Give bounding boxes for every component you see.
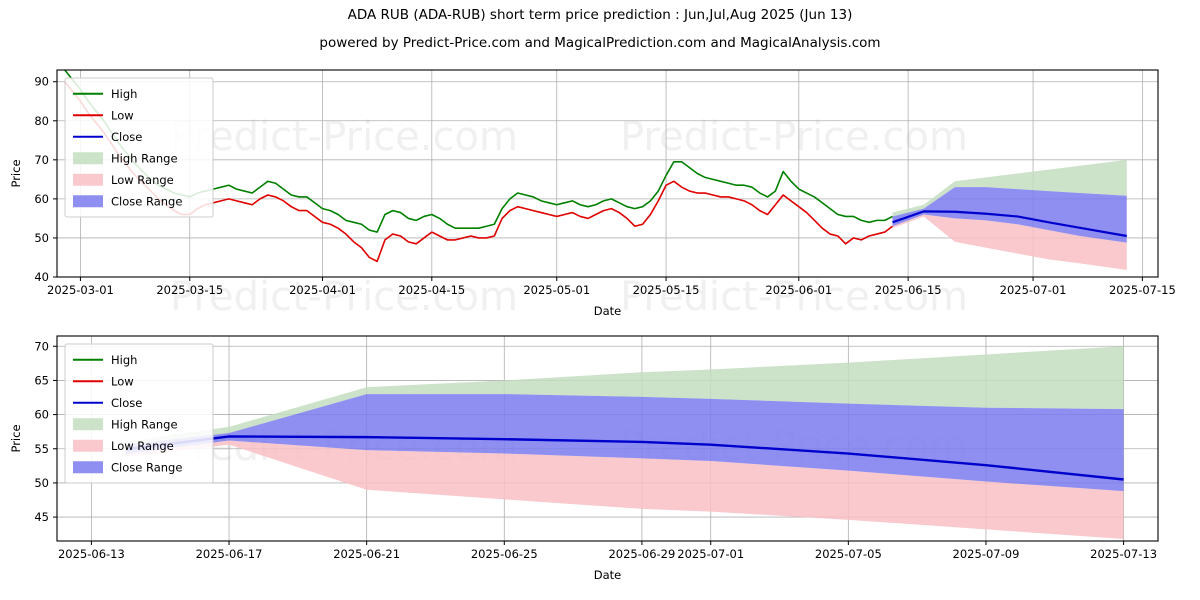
bottom-legend-label: High Range [111, 417, 178, 431]
bottom-xtick-label: 2025-06-17 [196, 547, 263, 561]
top-legend-swatch-band [73, 173, 103, 186]
bottom-xtick-label: 2025-07-01 [677, 547, 744, 561]
bottom-line-close [125, 435, 1124, 481]
top-legend-item[interactable]: Low Range [73, 173, 174, 187]
top-xtick-label: 2025-06-01 [765, 283, 832, 297]
top-axis-frame [56, 69, 1159, 278]
top-ytick-label: 40 [34, 270, 49, 284]
top-xtick-label: 2025-03-15 [156, 283, 223, 297]
top-ytick-label: 50 [34, 231, 49, 245]
top-ylabel: Price [9, 159, 23, 187]
top-low-range-band [892, 214, 1127, 270]
top-legend-swatch-band [73, 152, 103, 165]
top-legend-swatch-band [73, 195, 103, 208]
top-chart: 40 50 60 70 80 90 2025-03-01 2025-03-15 2025-04-… [9, 69, 1176, 318]
bottom-xtick-label: 2025-07-09 [953, 547, 1020, 561]
bottom-legend-label: Low [111, 374, 134, 388]
top-high-range-band [892, 159, 1127, 217]
top-xtick-label: 2025-06-15 [875, 283, 942, 297]
top-legend-item[interactable]: Low [73, 108, 134, 122]
top-xtick-label: 2025-07-01 [1000, 283, 1067, 297]
watermark-label: Predict-Price.com [170, 274, 518, 320]
top-xtick-label: 2025-05-15 [633, 283, 700, 297]
bottom-xtick-label: 2025-07-05 [815, 547, 882, 561]
bottom-xtick-label: 2025-07-13 [1090, 547, 1157, 561]
bottom-ylabel: Price [9, 424, 23, 452]
bottom-ytick-label: 55 [34, 442, 49, 456]
top-legend: High Low Close High Range Low Range Close Ran… [64, 77, 214, 218]
top-legend-item[interactable]: Close Range [73, 194, 182, 208]
bottom-legend-swatch-band [73, 418, 103, 431]
bottom-ytick-label: 45 [34, 510, 49, 524]
bottom-high-range-band [125, 346, 1124, 445]
title-block: ADA RUB (ADA-RUB) short term price predi… [0, 5, 1200, 53]
top-xtick-label: 2025-03-01 [47, 283, 114, 297]
bottom-xtick-label: 2025-06-29 [608, 547, 675, 561]
top-legend-label: Low [111, 108, 134, 122]
bottom-ytick-label: 70 [34, 339, 49, 353]
top-xtick-label: 2025-04-15 [398, 283, 465, 297]
top-legend-item[interactable]: High [73, 87, 137, 101]
bottom-xlabel: Date [594, 568, 622, 582]
bottom-legend-label: Close [111, 396, 142, 410]
bottom-xtick-label: 2025-06-13 [58, 547, 125, 561]
top-legend-label: Low Range [111, 173, 174, 187]
top-legend-item[interactable]: High Range [73, 151, 178, 165]
top-legend-label: Close Range [111, 194, 182, 208]
bottom-ytick-label: 50 [34, 476, 49, 490]
bottom-low-range-band [125, 440, 1124, 539]
top-ytick-label: 80 [34, 114, 49, 128]
top-legend-item[interactable]: Close [73, 130, 142, 144]
top-ytick-label: 70 [34, 153, 49, 167]
bottom-series-lines [125, 435, 1124, 481]
top-legend-label: Close [111, 130, 142, 144]
watermark-label: Predict-Price.com [620, 274, 968, 320]
bottom-xtick-label: 2025-06-25 [471, 547, 538, 561]
bottom-legend-swatch-band [73, 439, 103, 452]
top-ytick-label: 90 [34, 75, 49, 89]
bottom-legend-item[interactable]: Low Range [73, 439, 174, 453]
bottom-ytick-label: 65 [34, 373, 49, 387]
top-xtick-label: 2025-07-15 [1109, 283, 1176, 297]
bottom-legend-swatch-band [73, 461, 103, 474]
top-ytick-label: 60 [34, 192, 49, 206]
watermark-label: Predict-Price.com [170, 114, 518, 160]
page-subtitle: powered by Predict-Price.com and Magical… [319, 35, 881, 51]
top-xlabel: Date [594, 304, 622, 318]
top-line-close [892, 210, 1127, 238]
bottom-legend: High Low Close High Range Low Range Close Ran… [64, 343, 214, 484]
bottom-legend-item[interactable]: High Range [73, 417, 178, 431]
top-xtick-label: 2025-04-01 [289, 283, 356, 297]
bottom-legend-item[interactable]: Close Range [73, 460, 182, 474]
bottom-legend-label: Close Range [111, 460, 182, 474]
top-xtick-label: 2025-05-01 [523, 283, 590, 297]
bottom-legend-item[interactable]: Close [73, 396, 142, 410]
bottom-legend-item[interactable]: Low [73, 374, 134, 388]
bottom-legend-item[interactable]: High [73, 353, 137, 367]
bottom-chart: 45 50 55 60 65 70 2025-06-13 2025-06-17 2025-06-… [9, 335, 1159, 582]
bottom-xtick-label: 2025-06-21 [333, 547, 400, 561]
top-legend-label: High [111, 87, 137, 101]
bottom-axis-frame [56, 335, 1159, 542]
page-title: ADA RUB (ADA-RUB) short term price predi… [347, 7, 853, 23]
watermark-label: Predict-Price.com [620, 114, 968, 160]
bottom-ytick-label: 60 [34, 408, 49, 422]
top-legend-label: High Range [111, 151, 178, 165]
bottom-legend-label: Low Range [111, 439, 174, 453]
bottom-legend-label: High [111, 353, 137, 367]
